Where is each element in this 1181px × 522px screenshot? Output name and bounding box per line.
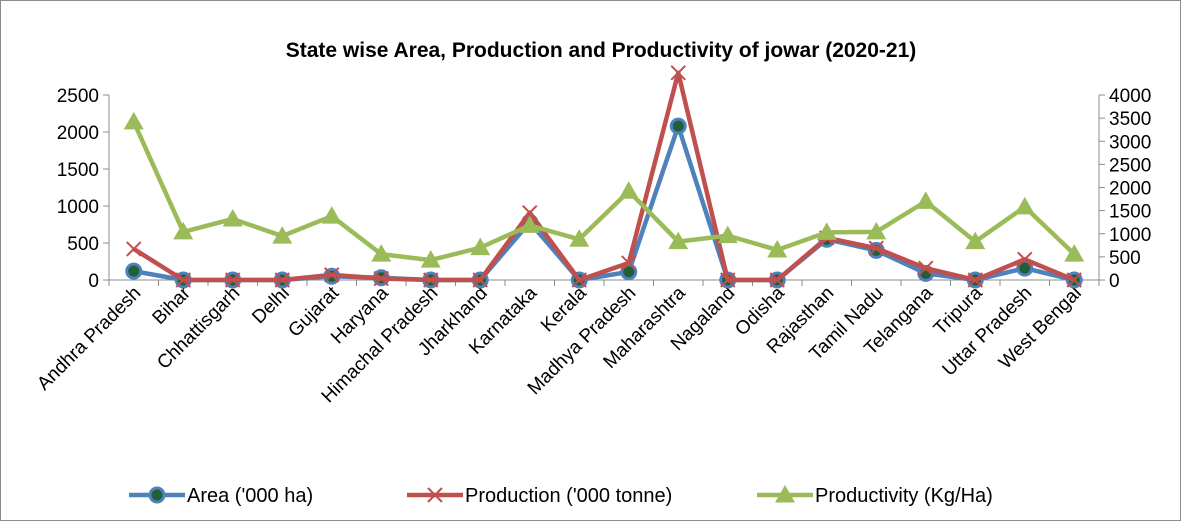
triangle-marker: [767, 239, 788, 258]
legend-label: Productivity (Kg/Ha): [815, 485, 993, 507]
circle-marker: [125, 262, 143, 280]
y-right-tick-label: 3000: [1109, 132, 1151, 153]
x-marker: [967, 272, 983, 288]
y-left-tick-label: 1000: [57, 197, 99, 218]
y-right-tick-label: 2000: [1109, 179, 1151, 200]
x-marker: [427, 487, 443, 503]
x-marker-stroke: [1066, 272, 1082, 288]
x-marker-stroke: [1017, 251, 1033, 267]
triangle-marker: [123, 111, 144, 130]
x-marker-stroke: [225, 272, 241, 288]
series-2: [126, 65, 1082, 288]
x-marker: [670, 65, 686, 81]
triangle-marker: [420, 250, 441, 268]
y-right-tick-label: 0: [1109, 271, 1120, 292]
x-marker: [274, 272, 290, 288]
x-marker: [373, 270, 389, 287]
x-marker-stroke: [522, 204, 538, 221]
x-marker: [324, 267, 340, 283]
triangle-marker: [173, 221, 194, 240]
y-left-tick-label: 0: [88, 271, 99, 292]
x-marker: [1066, 272, 1082, 288]
x-marker-stroke: [274, 272, 290, 288]
x-marker: [522, 204, 538, 221]
x-marker-stroke: [868, 240, 884, 256]
series-line: [132, 70, 1076, 283]
triangle-marker: [519, 215, 540, 233]
chart-title: State wise Area, Production and Producti…: [286, 39, 917, 62]
triangle-marker: [717, 225, 738, 244]
x-marker: [1017, 251, 1033, 267]
x-marker: [918, 260, 934, 276]
legend-item-2: Production ('000 tonne): [407, 485, 672, 507]
circle-marker: [669, 117, 687, 135]
triangle-marker: [569, 229, 590, 247]
x-marker: [175, 272, 191, 288]
x-marker-stroke: [621, 255, 637, 271]
triangle-marker: [866, 221, 887, 240]
y-right-tick-label: 2500: [1109, 155, 1151, 176]
series-layer: [123, 65, 1085, 289]
series-3: [123, 111, 1085, 268]
x-marker-stroke: [918, 260, 934, 276]
triangle-marker: [470, 237, 491, 256]
x-marker-stroke: [472, 272, 488, 288]
y-left-tick-label: 2500: [57, 86, 99, 107]
x-category-label: Bihar: [149, 282, 196, 329]
x-marker-stroke: [423, 272, 439, 288]
y-right-tick-label: 500: [1109, 248, 1141, 269]
x-marker-stroke: [373, 270, 389, 287]
triangle-marker: [915, 191, 936, 209]
y-right-tick-label: 1000: [1109, 225, 1151, 246]
x-marker-stroke: [324, 267, 340, 283]
y-left-tick-label: 1500: [57, 160, 99, 181]
x-marker-stroke: [769, 272, 785, 288]
x-marker: [769, 272, 785, 288]
series-line: [133, 123, 1075, 283]
triangle-marker: [222, 208, 243, 227]
legend-label: Production ('000 tonne): [465, 485, 672, 507]
triangle-marker: [965, 231, 986, 250]
triangle-marker: [775, 485, 795, 503]
x-marker-stroke: [126, 241, 142, 257]
legend-item-1: Area ('000 ha): [129, 485, 313, 507]
legend-item-3: Productivity (Kg/Ha): [757, 485, 993, 507]
y-right-tick-label: 4000: [1109, 86, 1151, 107]
x-marker: [126, 241, 142, 257]
x-marker-stroke: [720, 272, 736, 288]
legend-label: Area ('000 ha): [187, 485, 313, 507]
x-marker-stroke: [967, 272, 983, 288]
x-marker-stroke: [427, 487, 443, 503]
x-marker: [472, 272, 488, 288]
triangle-marker: [1014, 196, 1035, 215]
x-marker-stroke: [175, 272, 191, 288]
x-marker-stroke: [571, 272, 587, 288]
triangle-marker: [371, 244, 392, 262]
legend: Area ('000 ha) Production ('000 tonne) Pro…: [129, 485, 993, 507]
y-left-tick-label: 500: [67, 234, 99, 255]
x-marker: [621, 255, 637, 271]
triangle-marker: [1064, 244, 1085, 262]
triangle-marker: [321, 206, 342, 224]
circle-marker: [148, 486, 166, 504]
x-category-label: Delhi: [248, 283, 293, 328]
triangle-marker: [618, 181, 639, 199]
y-left-tick-label: 2000: [57, 123, 99, 144]
y-right-tick-label: 1500: [1109, 202, 1151, 223]
triangle-marker: [272, 226, 293, 244]
x-marker: [868, 240, 884, 256]
triangle-marker: [668, 231, 689, 250]
x-category-label: Andhra Pradesh: [33, 283, 145, 395]
triangle-marker: [816, 222, 837, 240]
x-marker: [423, 272, 439, 288]
y-right-tick-label: 3500: [1109, 109, 1151, 130]
x-marker: [720, 272, 736, 288]
x-marker: [571, 272, 587, 288]
series-1: [125, 117, 1083, 289]
x-marker-stroke: [670, 65, 686, 81]
x-marker: [225, 272, 241, 288]
